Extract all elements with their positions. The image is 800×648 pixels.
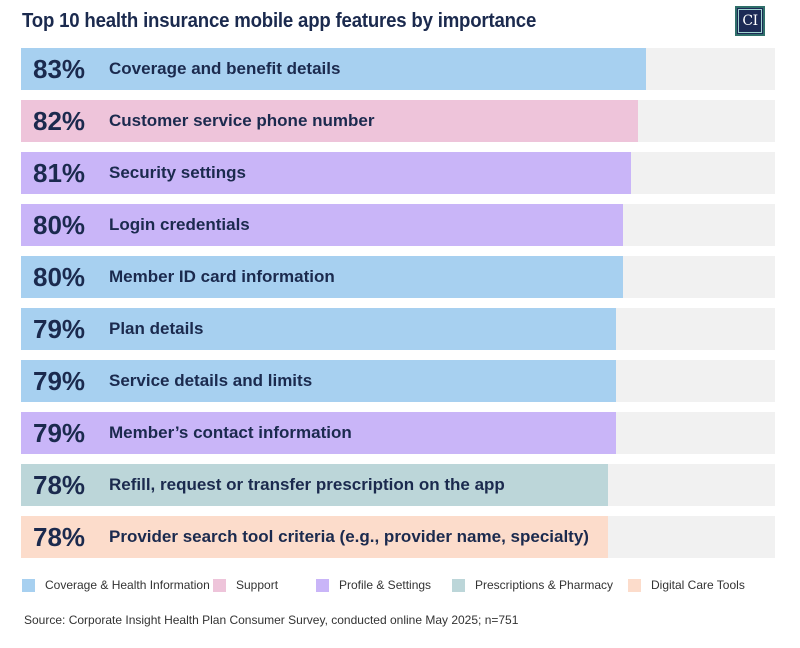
bar: [21, 204, 624, 246]
logo-text: CI: [742, 13, 758, 29]
category-label: Customer service phone number: [109, 111, 375, 130]
bar-row: 80% Member ID card information: [21, 256, 775, 298]
bar: [21, 256, 624, 298]
category-label: Provider search tool criteria (e.g., pro…: [109, 527, 589, 546]
legend-swatch: [452, 578, 465, 592]
bar-row: 79% Member’s contact information: [21, 412, 775, 454]
value-label: 79%: [33, 314, 86, 344]
category-label: Member’s contact information: [109, 423, 352, 442]
value-label: 79%: [33, 366, 86, 396]
value-label: 82%: [33, 106, 86, 136]
bar-row: 79% Service details and limits: [21, 360, 775, 402]
category-label: Login credentials: [109, 215, 250, 234]
bar-row: 81% Security settings: [21, 152, 775, 194]
bar: [21, 360, 616, 402]
value-label: 83%: [33, 54, 86, 84]
legend-item: Coverage & Health Information: [22, 577, 210, 593]
legend-label: Digital Care Tools: [651, 578, 745, 592]
bar: [21, 48, 646, 90]
category-label: Service details and limits: [109, 371, 313, 390]
bar: [21, 516, 609, 558]
bar: [21, 308, 616, 350]
category-label: Member ID card information: [109, 267, 335, 286]
category-label: Security settings: [109, 163, 246, 182]
value-label: 78%: [33, 470, 86, 500]
value-label: 80%: [33, 262, 86, 292]
ci-logo: CI: [735, 6, 765, 36]
legend-label: Profile & Settings: [339, 578, 432, 592]
legend: Coverage & Health Information Support Prof…: [22, 577, 782, 593]
bar: [21, 152, 631, 194]
legend-item: Support: [213, 577, 278, 593]
legend-swatch: [213, 578, 226, 592]
bar-row: 79% Plan details: [21, 308, 775, 350]
bar-row: 78% Provider search tool criteria (e.g., …: [21, 516, 775, 558]
category-label: Coverage and benefit details: [109, 59, 341, 78]
bar-chart: 83% Coverage and benefit details 82% Custom…: [21, 48, 775, 558]
legend-swatch: [628, 578, 641, 592]
legend-item: Prescriptions & Pharmacy: [452, 577, 613, 593]
legend-swatch: [22, 578, 35, 592]
value-label: 78%: [33, 522, 86, 552]
chart-title: Top 10 health insurance mobile app featu…: [22, 10, 537, 32]
legend-label: Prescriptions & Pharmacy: [475, 578, 614, 592]
bar-row: 78% Refill, request or transfer prescript…: [21, 464, 775, 506]
bar-row: 83% Coverage and benefit details: [21, 48, 775, 90]
legend-item: Digital Care Tools: [628, 577, 745, 593]
logo-border: [738, 9, 762, 33]
bar: [21, 100, 639, 142]
value-label: 80%: [33, 210, 86, 240]
legend-label: Coverage & Health Information: [45, 578, 210, 592]
category-label: Plan details: [109, 319, 204, 338]
category-label: Refill, request or transfer prescription…: [109, 475, 505, 494]
bar: [21, 464, 609, 506]
bar-row: 82% Customer service phone number: [21, 100, 775, 142]
bar-row: 80% Login credentials: [21, 204, 775, 246]
legend-label: Support: [236, 578, 279, 592]
legend-item: Profile & Settings: [316, 577, 431, 593]
legend-swatch: [316, 578, 329, 592]
value-label: 81%: [33, 158, 86, 188]
value-label: 79%: [33, 418, 86, 448]
bar: [21, 412, 616, 454]
source-note: Source: Corporate Insight Health Plan Co…: [24, 613, 519, 627]
